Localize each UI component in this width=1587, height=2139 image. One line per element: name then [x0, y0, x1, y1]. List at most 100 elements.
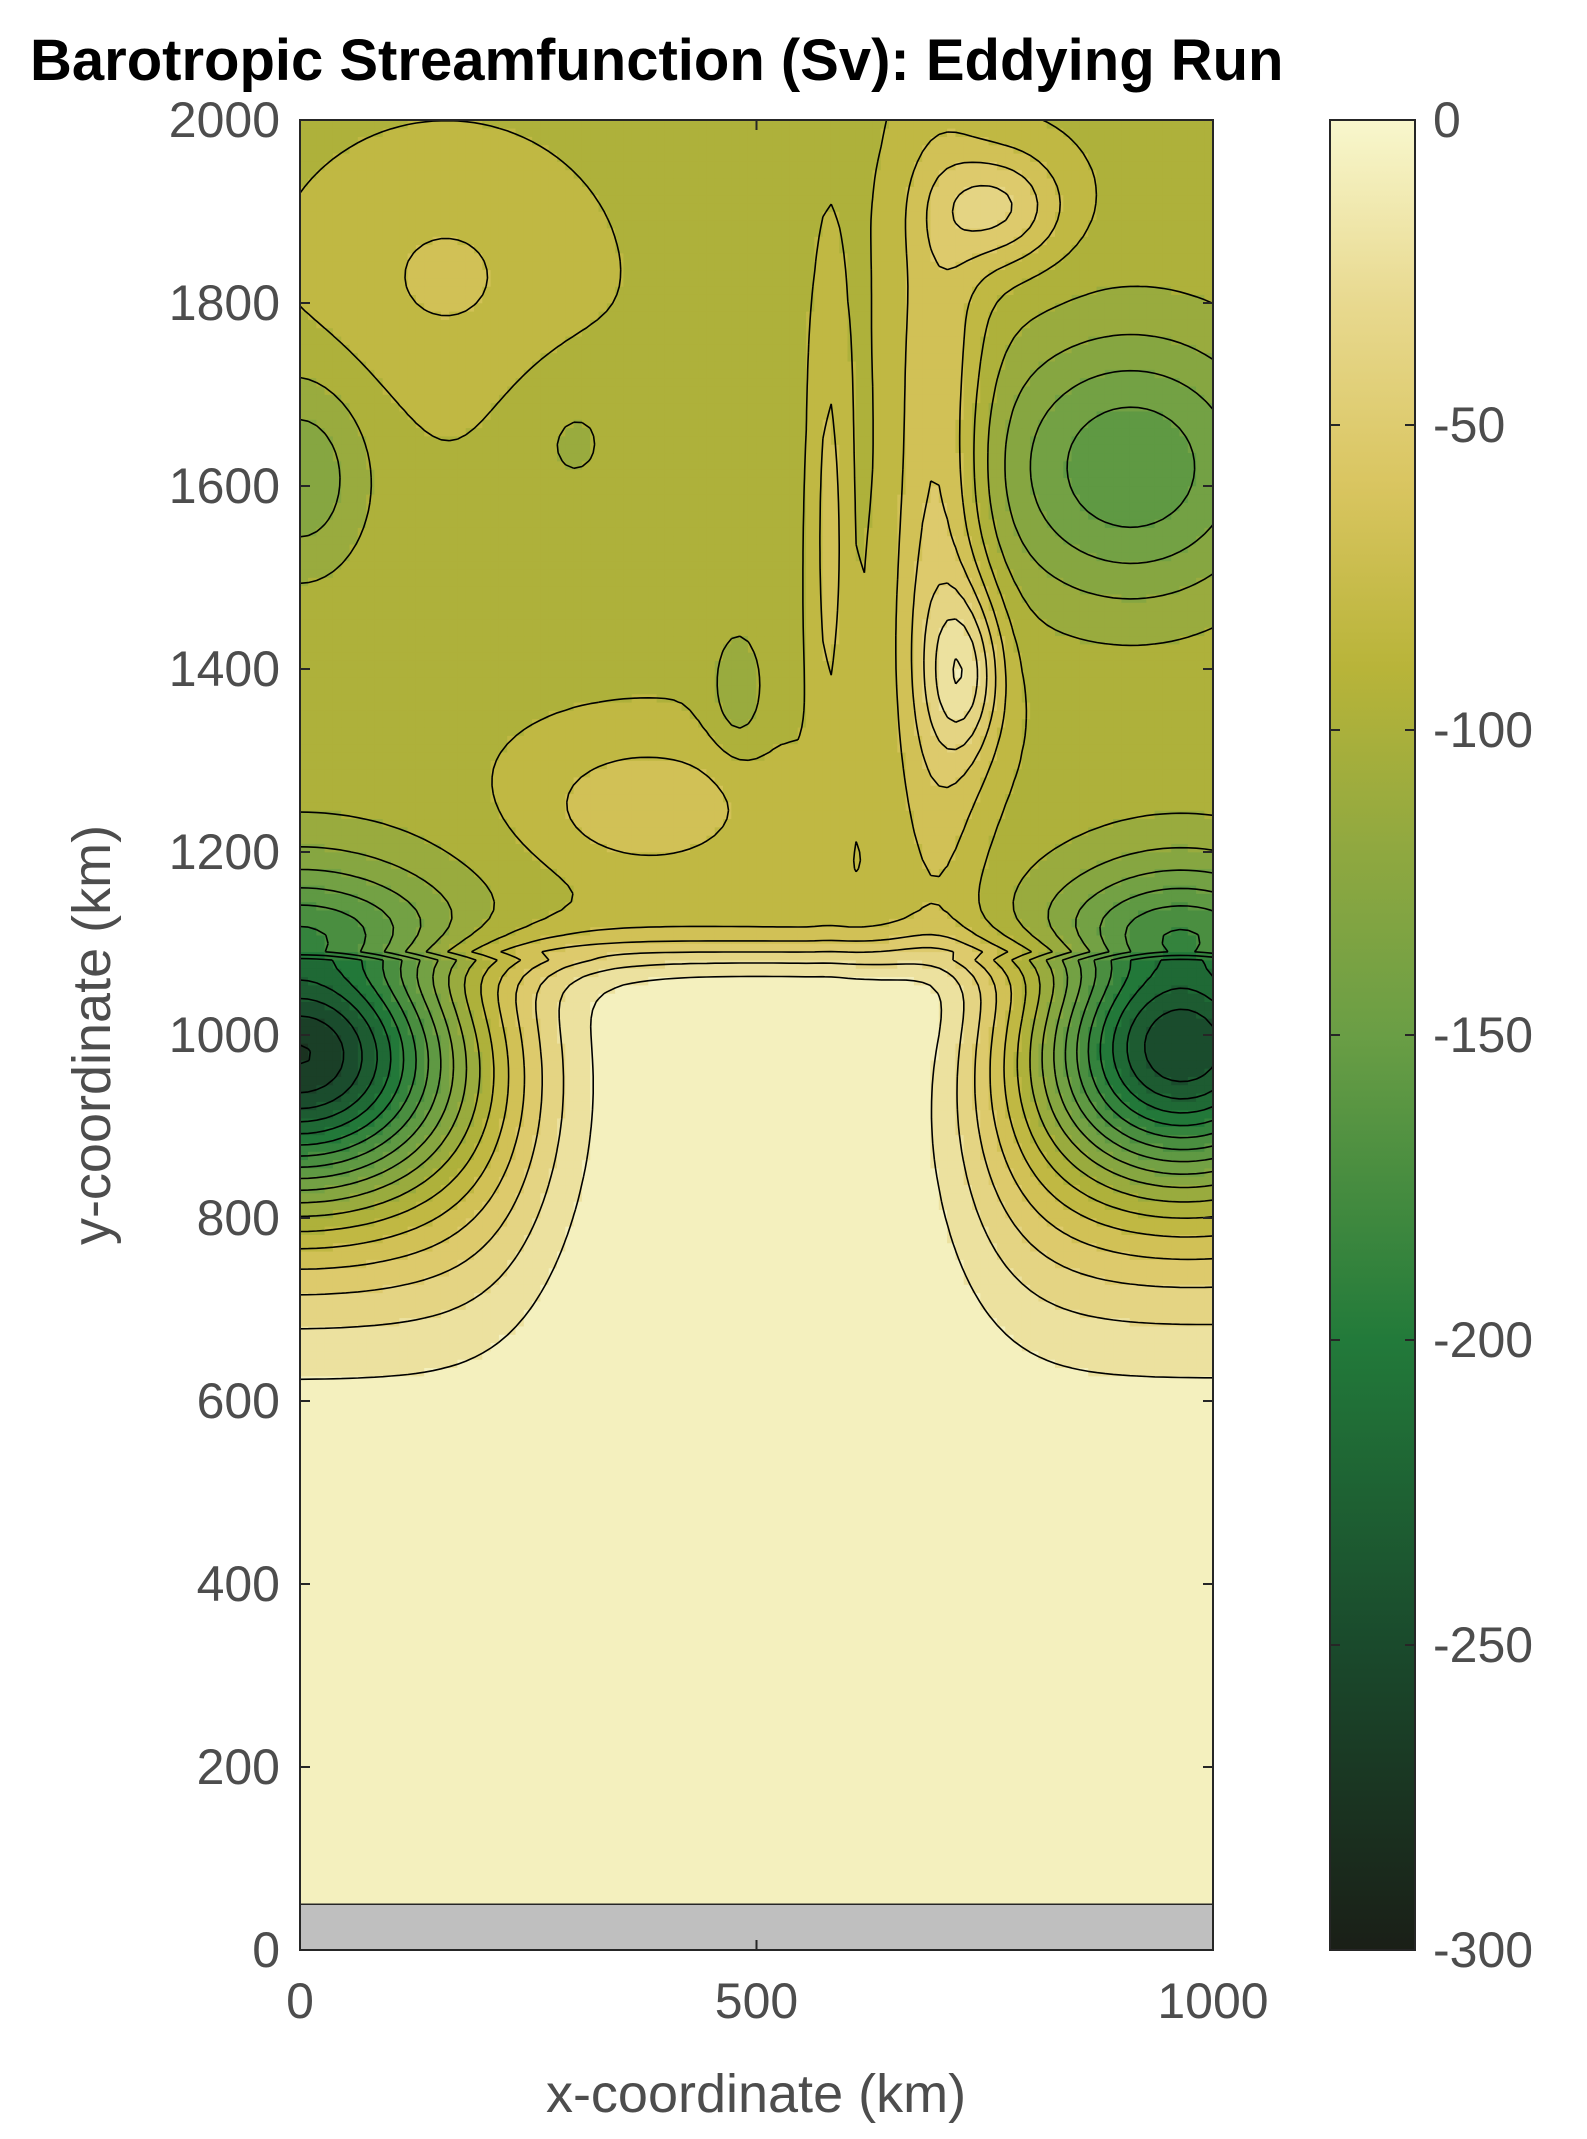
- contour-fill-cell: [1030, 1775, 1039, 1784]
- contour-fill-cell: [408, 1725, 417, 1734]
- contour-fill-cell: [914, 1850, 923, 1859]
- contour-fill-cell: [615, 1800, 624, 1809]
- contour-fill-cell: [906, 1742, 915, 1751]
- contour-fill-cell: [599, 1584, 608, 1593]
- contour-fill-cell: [706, 1617, 715, 1626]
- contour-fill-cell: [1204, 1692, 1213, 1701]
- contour-fill-cell: [947, 1750, 956, 1759]
- contour-fill-cell: [765, 1758, 774, 1767]
- contour-fill-cell: [416, 1783, 425, 1792]
- contour-fill-cell: [383, 1775, 392, 1784]
- contour-fill-cell: [698, 1733, 707, 1742]
- contour-fill-cell: [350, 1617, 359, 1626]
- contour-fill-cell: [648, 1792, 657, 1801]
- contour-fill-cell: [1014, 1775, 1023, 1784]
- contour-fill-cell: [673, 1675, 682, 1684]
- contour-fill-cell: [665, 1792, 674, 1801]
- contour-fill-cell: [424, 1625, 433, 1634]
- contour-fill-cell: [433, 1725, 442, 1734]
- contour-fill-cell: [706, 1858, 715, 1867]
- contour-fill-cell: [1113, 1625, 1122, 1634]
- contour-fill-cell: [383, 1783, 392, 1792]
- contour-fill-cell: [491, 1842, 500, 1851]
- contour-fill-cell: [864, 1783, 873, 1792]
- contour-fill-cell: [466, 1650, 475, 1659]
- contour-fill-cell: [765, 1675, 774, 1684]
- contour-fill-cell: [449, 1592, 458, 1601]
- contour-fill-cell: [748, 1750, 757, 1759]
- contour-fill-cell: [333, 1775, 342, 1784]
- contour-fill-cell: [1188, 1891, 1197, 1900]
- contour-fill-cell: [333, 1733, 342, 1742]
- contour-fill-cell: [507, 1867, 516, 1876]
- contour-fill-cell: [1138, 1858, 1147, 1867]
- contour-fill-cell: [798, 1625, 807, 1634]
- contour-fill-cell: [1088, 1700, 1097, 1709]
- contour-fill-cell: [350, 1817, 359, 1826]
- contour-fill-cell: [433, 1742, 442, 1751]
- contour-fill-cell: [806, 1600, 815, 1609]
- contour-fill-cell: [839, 1867, 848, 1876]
- contour-fill-cell: [1005, 1775, 1014, 1784]
- contour-fill-cell: [350, 1758, 359, 1767]
- contour-fill-cell: [673, 1617, 682, 1626]
- contour-fill-cell: [1138, 1883, 1147, 1892]
- contour-fill-cell: [698, 1692, 707, 1701]
- contour-fill-cell: [914, 1775, 923, 1784]
- contour-fill-cell: [781, 1725, 790, 1734]
- contour-fill-cell: [897, 1584, 906, 1593]
- contour-fill-cell: [964, 1717, 973, 1726]
- contour-fill-cell: [823, 1783, 832, 1792]
- contour-fill-cell: [781, 1575, 790, 1584]
- contour-fill-cell: [374, 1783, 383, 1792]
- contour-fill-cell: [1146, 1783, 1155, 1792]
- contour-fill-cell: [374, 1675, 383, 1684]
- contour-fill-cell: [1163, 1733, 1172, 1742]
- contour-fill-cell: [1180, 1767, 1189, 1776]
- contour-fill-cell: [557, 1850, 566, 1859]
- contour-fill-cell: [532, 1758, 541, 1767]
- contour-fill-cell: [864, 1767, 873, 1776]
- contour-fill-cell: [350, 1833, 359, 1842]
- contour-fill-cell: [482, 1842, 491, 1851]
- contour-fill-cell: [806, 1867, 815, 1876]
- contour-fill-cell: [980, 1842, 989, 1851]
- contour-fill-cell: [366, 1592, 375, 1601]
- contour-fill-cell: [748, 1833, 757, 1842]
- contour-fill-cell: [931, 1800, 940, 1809]
- contour-fill-cell: [1180, 1750, 1189, 1759]
- contour-fill-cell: [1188, 1808, 1197, 1817]
- contour-fill-cell: [765, 1725, 774, 1734]
- contour-fill-cell: [540, 1717, 549, 1726]
- contour-fill-cell: [366, 1842, 375, 1851]
- contour-fill-cell: [657, 1825, 666, 1834]
- contour-fill-cell: [325, 1600, 334, 1609]
- contour-fill-cell: [424, 1891, 433, 1900]
- contour-fill-cell: [756, 1808, 765, 1817]
- contour-fill-cell: [540, 1584, 549, 1593]
- contour-fill-cell: [557, 1592, 566, 1601]
- contour-fill-cell: [399, 1850, 408, 1859]
- contour-fill-cell: [997, 1600, 1006, 1609]
- contour-fill-cell: [856, 1800, 865, 1809]
- contour-fill-cell: [980, 1708, 989, 1717]
- contour-fill-cell: [466, 1775, 475, 1784]
- contour-fill-cell: [1097, 1875, 1106, 1884]
- contour-fill-cell: [723, 1742, 732, 1751]
- contour-fill-cell: [773, 1609, 782, 1618]
- contour-fill-cell: [698, 1858, 707, 1867]
- contour-fill-cell: [399, 1833, 408, 1842]
- contour-fill-cell: [532, 1659, 541, 1668]
- contour-fill-cell: [1063, 1625, 1072, 1634]
- contour-fill-cell: [341, 1883, 350, 1892]
- contour-fill-cell: [856, 1858, 865, 1867]
- contour-fill-cell: [507, 1808, 516, 1817]
- contour-fill-cell: [906, 1775, 915, 1784]
- contour-fill-cell: [540, 1750, 549, 1759]
- contour-fill-cell: [1014, 1875, 1023, 1884]
- contour-fill-cell: [964, 1600, 973, 1609]
- contour-fill-cell: [383, 1642, 392, 1651]
- contour-fill-cell: [773, 1883, 782, 1892]
- contour-fill-cell: [615, 1792, 624, 1801]
- contour-fill-cell: [897, 1750, 906, 1759]
